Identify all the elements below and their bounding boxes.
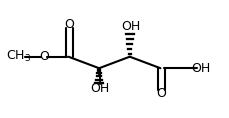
Text: O: O	[39, 50, 49, 63]
Text: CH$_3$: CH$_3$	[6, 49, 31, 64]
Text: OH: OH	[90, 82, 109, 95]
Text: OH: OH	[120, 20, 139, 33]
Text: O: O	[156, 87, 166, 100]
Text: OH: OH	[191, 62, 210, 75]
Text: O: O	[64, 18, 74, 31]
